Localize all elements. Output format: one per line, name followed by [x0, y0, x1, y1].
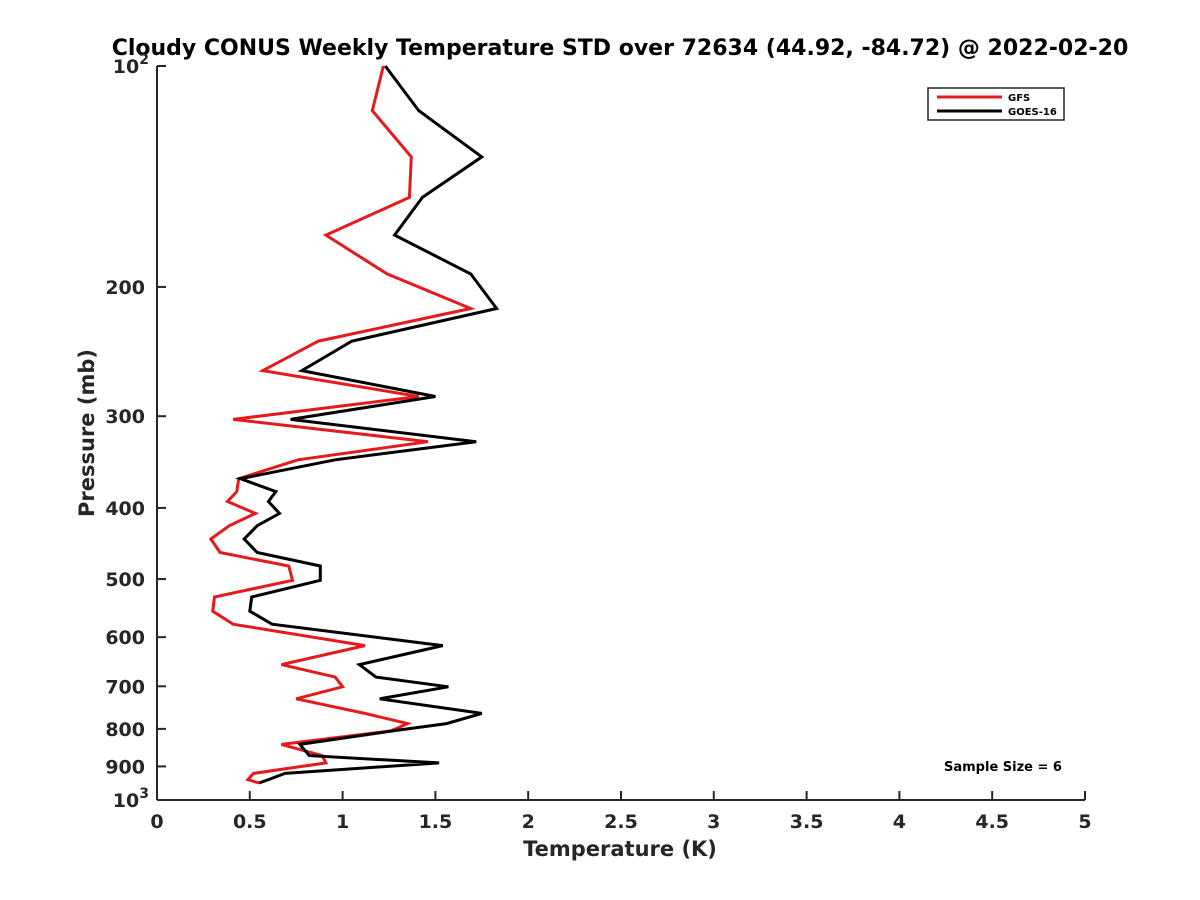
- y-tick-label: 800: [105, 719, 145, 741]
- x-tick-label: 3: [707, 811, 720, 833]
- y-tick-label: 400: [105, 498, 145, 520]
- y-tick-label: 103: [113, 786, 149, 812]
- y-tick-label: 600: [105, 627, 145, 649]
- series-line-goes-16: [234, 65, 500, 785]
- x-tick-label: 3.5: [790, 811, 824, 833]
- y-tick-label: 900: [105, 756, 145, 778]
- x-tick-label: 0.5: [233, 811, 267, 833]
- ticks-layer: 0 0.5 1 1.5 2 2.5 3 3.5 4 4.5 5 102 200 300 400 500 600 7…: [105, 52, 1091, 833]
- legend-label-gfs: GFS: [1008, 93, 1030, 104]
- x-tick-label: 1: [336, 811, 349, 833]
- legend-box: [927, 87, 1065, 121]
- y-tick-label: 300: [105, 406, 145, 428]
- x-tick-label: 4: [893, 811, 906, 833]
- sample-size-annotation: Sample Size = 6: [944, 760, 1062, 775]
- y-axis-label: Pressure (mb): [75, 349, 99, 517]
- legend-label-goes-16: GOES-16: [1008, 107, 1057, 118]
- chart-title: Cloudy CONUS Weekly Temperature STD over…: [112, 36, 1129, 61]
- legend: GFS GOES-16: [927, 87, 1065, 121]
- y-tick-label: 500: [105, 569, 145, 591]
- axes-layer: [156, 66, 1085, 801]
- series-layer: [208, 65, 500, 785]
- y-tick-label: 700: [105, 676, 145, 698]
- x-axis-label: Temperature (K): [523, 837, 717, 861]
- x-tick-label: 2.5: [604, 811, 638, 833]
- x-tick-label: 4.5: [975, 811, 1009, 833]
- y-tick-label: 102: [113, 52, 149, 78]
- y-tick-label: 200: [105, 277, 145, 299]
- series-line-gfs: [208, 65, 476, 785]
- x-tick-label: 5: [1078, 811, 1091, 833]
- x-tick-label: 1.5: [419, 811, 453, 833]
- x-tick-label: 2: [522, 811, 535, 833]
- x-tick-label: 0: [150, 811, 163, 833]
